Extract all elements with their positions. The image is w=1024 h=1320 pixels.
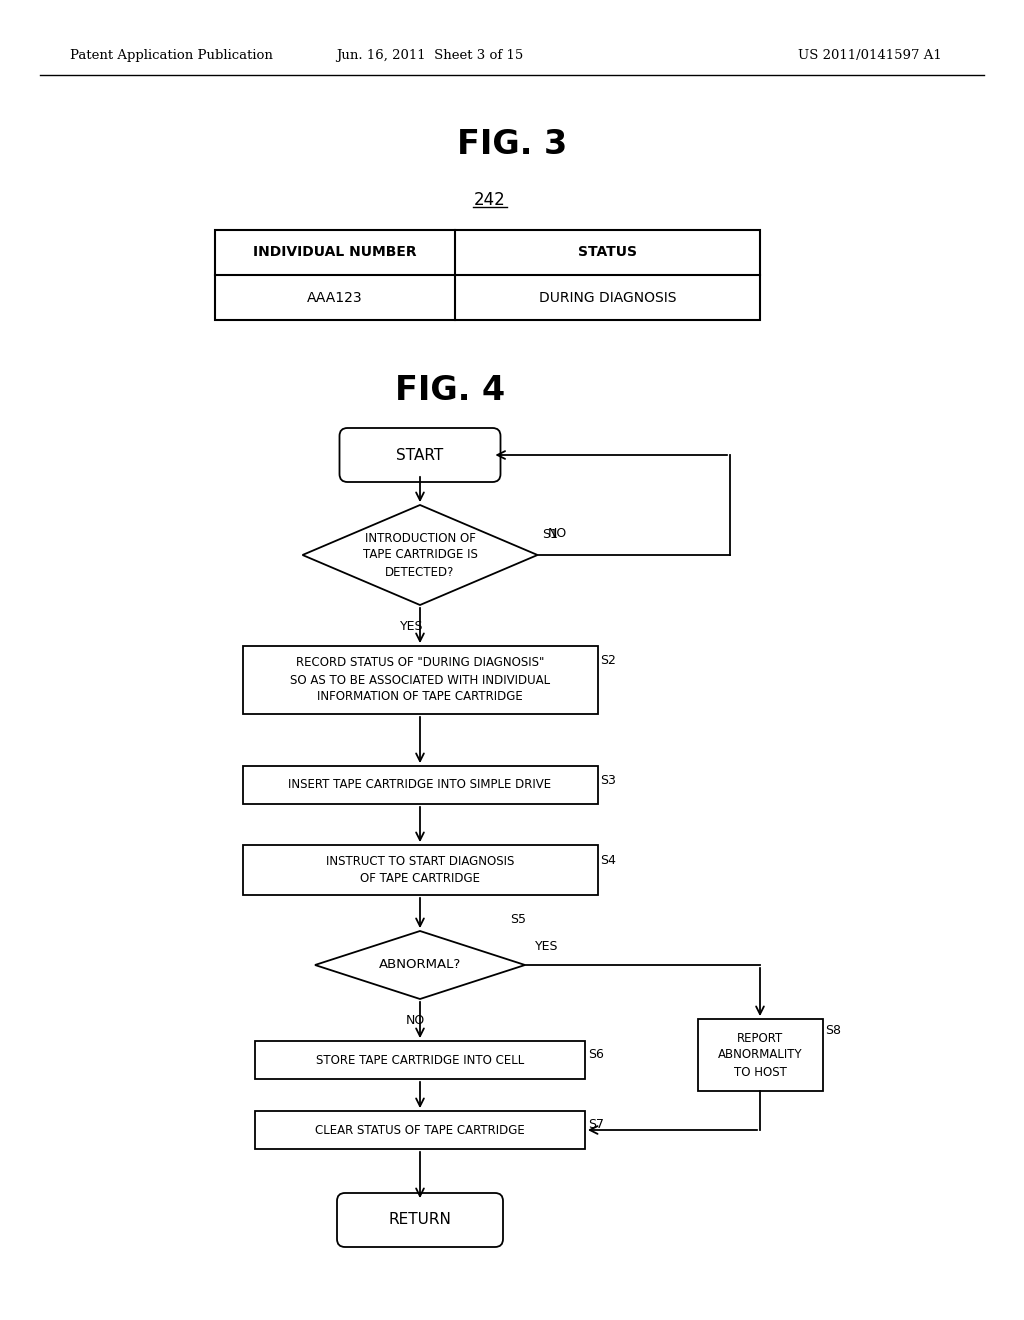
Text: S4: S4: [600, 854, 616, 866]
Text: FIG. 3: FIG. 3: [457, 128, 567, 161]
Text: DURING DIAGNOSIS: DURING DIAGNOSIS: [539, 290, 676, 305]
Polygon shape: [302, 506, 538, 605]
Text: US 2011/0141597 A1: US 2011/0141597 A1: [798, 49, 942, 62]
Text: NO: NO: [548, 527, 566, 540]
Text: INDIVIDUAL NUMBER: INDIVIDUAL NUMBER: [253, 246, 417, 260]
Text: YES: YES: [400, 620, 424, 634]
FancyBboxPatch shape: [340, 428, 501, 482]
Text: S3: S3: [600, 774, 616, 787]
Text: REPORT
ABNORMALITY
TO HOST: REPORT ABNORMALITY TO HOST: [718, 1031, 803, 1078]
Text: S1: S1: [543, 528, 558, 541]
Text: S8: S8: [825, 1024, 842, 1038]
Bar: [243, 766, 597, 804]
Text: INSERT TAPE CARTRIDGE INTO SIMPLE DRIVE: INSERT TAPE CARTRIDGE INTO SIMPLE DRIVE: [289, 779, 552, 792]
Bar: [215, 230, 760, 319]
Text: Jun. 16, 2011  Sheet 3 of 15: Jun. 16, 2011 Sheet 3 of 15: [336, 49, 523, 62]
Text: S6: S6: [588, 1048, 604, 1061]
Text: START: START: [396, 447, 443, 462]
Text: RECORD STATUS OF "DURING DIAGNOSIS"
SO AS TO BE ASSOCIATED WITH INDIVIDUAL
INFOR: RECORD STATUS OF "DURING DIAGNOSIS" SO A…: [290, 656, 550, 704]
Bar: [255, 1041, 585, 1078]
Text: INSTRUCT TO START DIAGNOSIS
OF TAPE CARTRIDGE: INSTRUCT TO START DIAGNOSIS OF TAPE CART…: [326, 855, 514, 884]
Text: 242: 242: [474, 191, 506, 209]
Text: ABNORMAL?: ABNORMAL?: [379, 958, 461, 972]
Text: CLEAR STATUS OF TAPE CARTRIDGE: CLEAR STATUS OF TAPE CARTRIDGE: [315, 1123, 525, 1137]
Bar: [255, 1111, 585, 1148]
Text: AAA123: AAA123: [307, 290, 362, 305]
Bar: [697, 1019, 822, 1092]
Text: Patent Application Publication: Patent Application Publication: [70, 49, 272, 62]
Text: STORE TAPE CARTRIDGE INTO CELL: STORE TAPE CARTRIDGE INTO CELL: [315, 1053, 524, 1067]
Text: YES: YES: [535, 940, 558, 953]
Text: FIG. 4: FIG. 4: [395, 374, 505, 407]
Text: S5: S5: [510, 913, 526, 927]
Bar: [243, 845, 597, 895]
Text: INTRODUCTION OF
TAPE CARTRIDGE IS
DETECTED?: INTRODUCTION OF TAPE CARTRIDGE IS DETECT…: [362, 532, 477, 578]
FancyBboxPatch shape: [337, 1193, 503, 1247]
Text: STATUS: STATUS: [578, 246, 637, 260]
Text: S7: S7: [588, 1118, 604, 1131]
Text: NO: NO: [406, 1014, 425, 1027]
Text: S2: S2: [600, 653, 616, 667]
Text: RETURN: RETURN: [388, 1213, 452, 1228]
Bar: [243, 645, 597, 714]
Polygon shape: [315, 931, 525, 999]
